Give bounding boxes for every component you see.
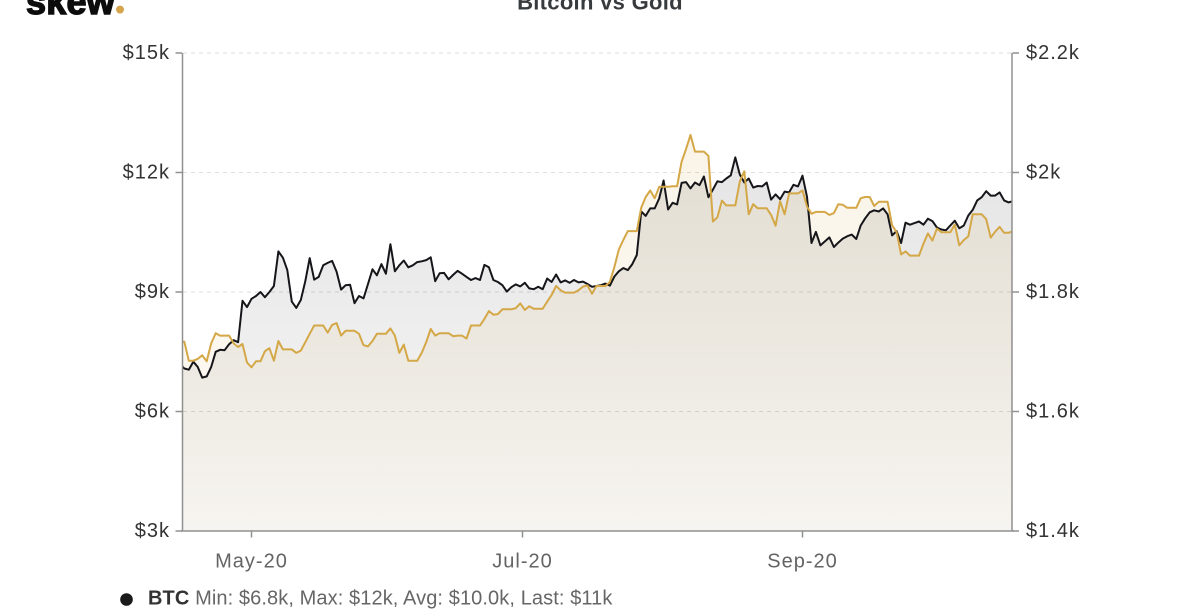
svg-text:BTC Min: $6.8k, Max: $12k, Avg: BTC Min: $6.8k, Max: $12k, Avg: $10.0k, … (148, 588, 613, 610)
svg-text:$2k: $2k (1026, 162, 1061, 184)
svg-text:$9k: $9k (135, 281, 170, 303)
svg-text:May-20: May-20 (215, 551, 288, 573)
svg-text:Bitcoin vs Gold: Bitcoin vs Gold (517, 0, 683, 15)
svg-text:$6k: $6k (135, 401, 170, 423)
svg-text:Sep-20: Sep-20 (767, 551, 838, 573)
svg-text:Jul-20: Jul-20 (492, 551, 552, 573)
svg-text:$2.2k: $2.2k (1026, 42, 1080, 64)
svg-text:$1.8k: $1.8k (1026, 281, 1080, 303)
svg-text:$1.4k: $1.4k (1026, 520, 1080, 542)
svg-text:$3k: $3k (135, 520, 170, 542)
svg-text:skew: skew (26, 0, 116, 22)
svg-text:$15k: $15k (123, 42, 170, 64)
svg-text:$1.6k: $1.6k (1026, 401, 1080, 423)
svg-text:$12k: $12k (123, 162, 170, 184)
